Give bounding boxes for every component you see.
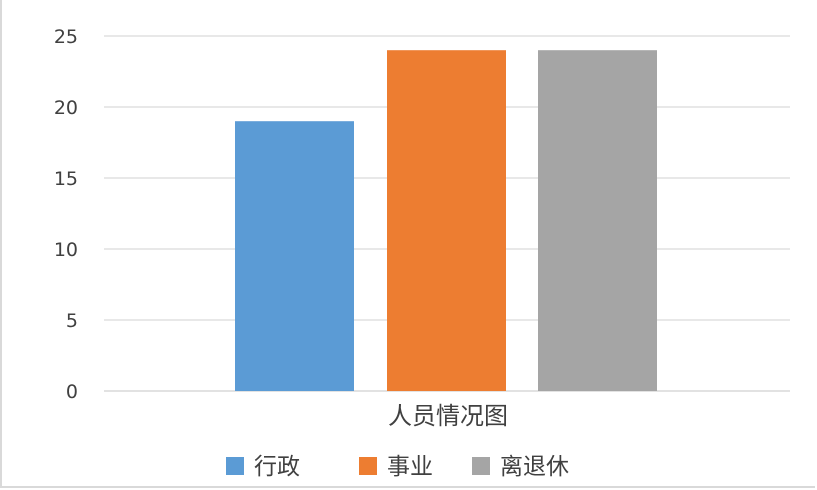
bars <box>235 50 657 391</box>
legend-swatch <box>472 457 490 475</box>
legend-swatch <box>226 457 244 475</box>
y-tick-label: 10 <box>54 239 78 261</box>
bar-3 <box>538 50 657 391</box>
legend-label: 行政 <box>254 454 300 480</box>
x-axis-category-labels: 人员情况图 <box>388 402 508 430</box>
legend-item: 事业 <box>359 454 433 480</box>
legend-item: 行政 <box>226 454 300 480</box>
y-tick-label: 20 <box>54 97 78 119</box>
y-tick-label: 25 <box>54 26 78 48</box>
legend-swatch <box>359 457 377 475</box>
legend-label: 事业 <box>387 454 433 480</box>
legend-label: 离退休 <box>500 454 569 480</box>
y-tick-label: 0 <box>66 381 78 403</box>
y-tick-label: 15 <box>54 168 78 190</box>
legend-item: 离退休 <box>472 454 569 480</box>
x-category-label: 人员情况图 <box>388 402 508 430</box>
bar-1 <box>235 121 354 391</box>
y-axis-tick-labels: 0 5 10 15 20 25 <box>54 26 78 403</box>
y-tick-label: 5 <box>66 310 78 332</box>
bar-2 <box>387 50 506 391</box>
legend: 行政 事业 离退休 <box>226 454 569 480</box>
